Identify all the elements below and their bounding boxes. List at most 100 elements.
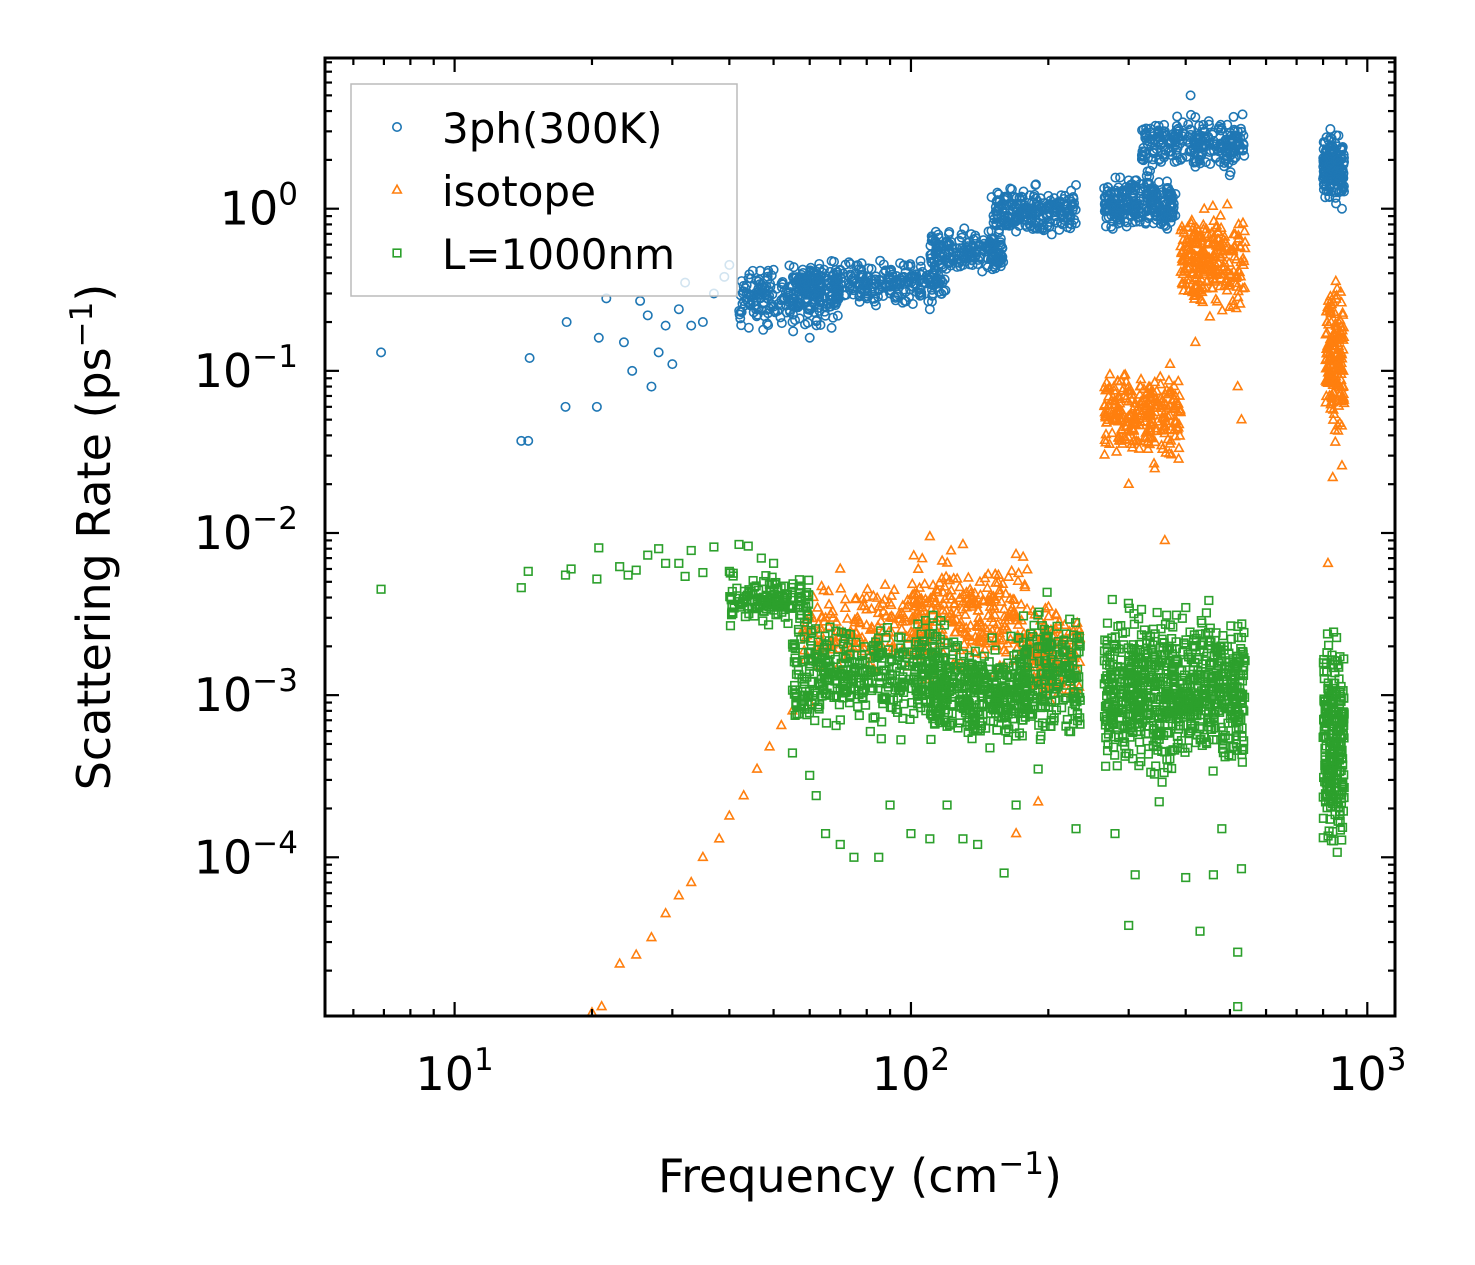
data-point-square	[865, 665, 875, 675]
data-point-square	[1168, 745, 1178, 755]
data-point-square	[1211, 735, 1222, 745]
data-point-triangle	[1326, 349, 1338, 361]
data-point-square	[1030, 669, 1040, 679]
data-point-circle	[1324, 158, 1335, 169]
data-point-square	[1102, 646, 1112, 656]
data-point-circle	[1044, 200, 1055, 211]
data-point-circle	[747, 265, 758, 276]
data-point-circle	[1216, 139, 1227, 150]
data-point-square	[1032, 649, 1043, 659]
data-point-circle	[560, 401, 571, 412]
data-point-square	[913, 699, 923, 709]
data-point-triangle	[834, 562, 846, 573]
data-point-square	[1232, 745, 1242, 755]
data-point-triangle	[871, 591, 883, 602]
data-point-triangle	[974, 588, 987, 599]
data-point-square	[1186, 652, 1196, 663]
data-point-circle	[524, 353, 535, 364]
data-point-triangle	[860, 619, 873, 630]
data-point-triangle	[982, 594, 995, 605]
data-point-square	[860, 657, 870, 667]
data-point-triangle	[645, 931, 658, 942]
data-point-circle	[776, 278, 787, 289]
data-point-circle	[900, 296, 911, 307]
data-point-triangle	[1320, 396, 1332, 407]
data-point-circle	[887, 278, 898, 289]
data-point-circle	[800, 272, 811, 283]
data-point-triangle	[1206, 281, 1218, 293]
data-point-circle	[1210, 153, 1221, 164]
data-point-triangle	[994, 587, 1006, 598]
data-point-square	[1165, 620, 1175, 630]
data-point-square	[779, 600, 789, 611]
data-point-circle	[1027, 196, 1038, 207]
data-point-square	[1174, 695, 1185, 705]
data-point-circle	[814, 263, 825, 274]
data-point-triangle	[1327, 413, 1339, 424]
data-point-square	[1238, 744, 1249, 754]
data-point-square	[854, 710, 864, 721]
data-point-square	[896, 633, 906, 643]
data-point-circle	[768, 264, 779, 275]
data-point-circle	[915, 290, 926, 301]
data-point-triangle	[1169, 430, 1181, 441]
data-point-square	[1133, 658, 1143, 668]
data-point-triangle	[1099, 411, 1112, 422]
data-point-circle	[910, 271, 921, 282]
data-point-triangle	[1155, 391, 1167, 403]
data-point-circle	[1011, 211, 1022, 222]
data-point-circle	[1012, 215, 1023, 226]
data-point-circle	[787, 317, 798, 328]
data-point-square	[1053, 667, 1064, 677]
data-point-triangle	[1322, 556, 1334, 568]
data-point-triangle	[659, 907, 672, 918]
data-point-square	[1118, 707, 1128, 718]
data-point-triangle	[897, 599, 909, 610]
data-point-triangle	[1112, 401, 1124, 412]
data-point-circle	[1057, 219, 1068, 230]
data-point-square	[1337, 835, 1347, 845]
data-point-square	[1156, 729, 1166, 739]
data-point-circle	[1161, 212, 1172, 223]
data-point-square	[931, 701, 941, 711]
data-point-square	[1054, 650, 1064, 660]
data-point-square	[1169, 677, 1179, 687]
data-point-square	[1178, 647, 1188, 657]
data-point-circle	[775, 300, 786, 311]
data-point-circle	[995, 258, 1006, 269]
data-point-circle	[1027, 223, 1038, 234]
data-point-circle	[593, 332, 604, 343]
data-point-square	[1074, 631, 1084, 642]
data-point-square	[963, 697, 973, 708]
data-point-square	[1060, 657, 1070, 668]
data-point-square	[840, 653, 850, 663]
data-point-circle	[1147, 147, 1158, 158]
data-point-triangle	[1099, 398, 1111, 409]
data-point-triangle	[1322, 300, 1334, 312]
data-point-triangle	[1323, 374, 1335, 385]
data-point-square	[1154, 731, 1164, 741]
data-point-triangle	[1215, 272, 1227, 283]
data-point-triangle	[1172, 421, 1184, 432]
data-point-square	[928, 621, 938, 631]
data-point-triangle	[1134, 379, 1146, 391]
data-point-triangle	[1197, 238, 1209, 249]
data-point-circle	[642, 310, 653, 321]
data-point-square	[1040, 642, 1050, 652]
data-point-circle	[1324, 192, 1335, 203]
data-point-circle	[1069, 198, 1080, 209]
data-point-circle	[736, 320, 747, 331]
data-point-triangle	[972, 611, 985, 623]
data-point-square	[898, 672, 908, 682]
data-point-triangle	[888, 583, 900, 595]
data-point-triangle	[1232, 290, 1244, 302]
data-point-square	[1029, 620, 1039, 630]
data-point-triangle	[1217, 243, 1230, 255]
data-point-triangle	[1197, 295, 1209, 307]
data-point-square	[1237, 646, 1247, 657]
data-point-square	[1129, 667, 1139, 677]
data-point-square	[1137, 696, 1147, 706]
data-point-circle	[1063, 205, 1074, 216]
data-point-square	[1046, 676, 1056, 686]
data-point-square	[725, 592, 735, 602]
